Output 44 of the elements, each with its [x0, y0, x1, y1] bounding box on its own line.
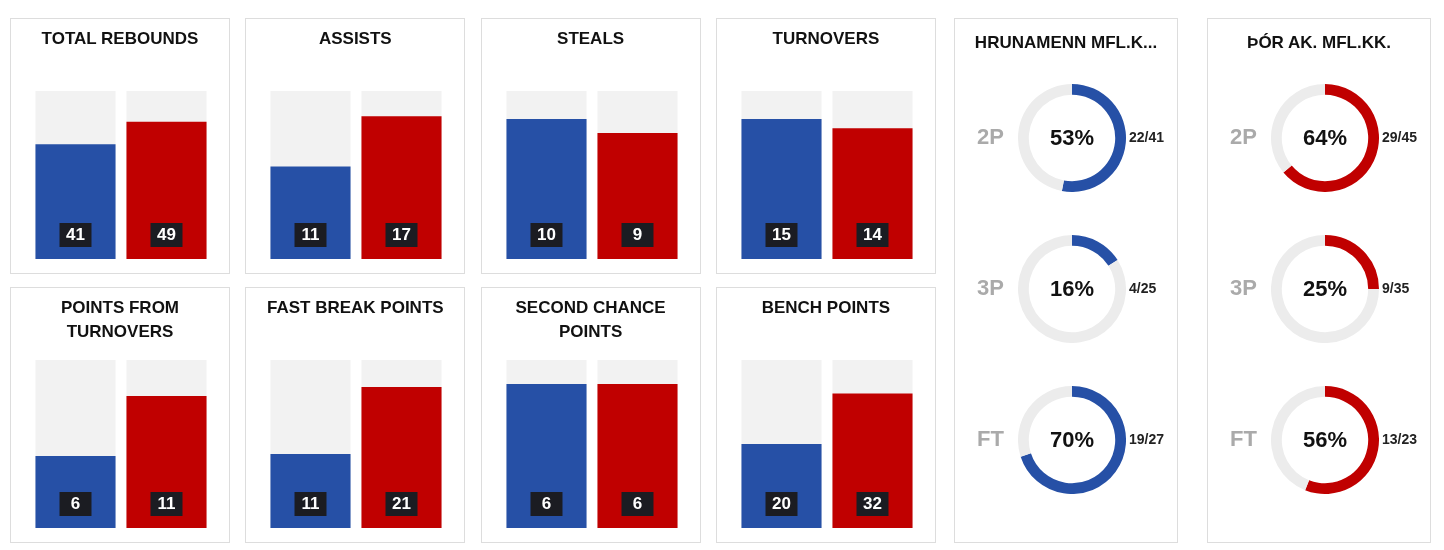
data-label: 25% — [1302, 276, 1348, 302]
text: 3P — [1230, 275, 1257, 301]
data-label: 10 — [536, 224, 556, 244]
text: FT — [977, 426, 1004, 452]
text: 13/23 — [1382, 431, 1418, 447]
text: 4/25 — [1129, 280, 1157, 296]
data-label: 11 — [301, 224, 320, 244]
data-label: 6 — [541, 493, 551, 513]
data-label: 20 — [771, 493, 791, 513]
text: 9/35 — [1382, 280, 1410, 296]
data-label: 17 — [392, 224, 412, 244]
data-label: 11 — [157, 493, 176, 513]
text: 2P — [977, 124, 1004, 150]
text: 22/41 — [1129, 129, 1165, 145]
data-label: 6 — [632, 493, 642, 513]
chart-title: SECOND CHANCE POINTS — [514, 297, 667, 343]
data-label: 21 — [392, 493, 412, 513]
data-label: 64% — [1302, 125, 1348, 151]
data-label: 56% — [1302, 427, 1348, 453]
chart-title: TURNOVERS — [772, 28, 880, 50]
data-label: 11 — [301, 493, 320, 513]
data-label: 32 — [862, 493, 882, 513]
chart-title: FAST BREAK POINTS — [266, 297, 444, 319]
text: 29/45 — [1382, 129, 1418, 145]
data-label: 16% — [1049, 276, 1095, 302]
text: 2P — [1230, 124, 1257, 150]
chart-title: STEALS — [557, 28, 625, 50]
data-label: 53% — [1049, 125, 1095, 151]
chart-title: HRUNAMENN MFL.K... — [973, 32, 1159, 54]
data-label: 14 — [862, 224, 883, 244]
text: 19/27 — [1129, 431, 1165, 447]
chart-title: ÞÓR AK. MFL.KK. — [1246, 32, 1392, 54]
chart-title: POINTS FROM TURNOVERS — [59, 297, 181, 343]
chart-title: TOTAL REBOUNDS — [41, 28, 199, 50]
text: FT — [1230, 426, 1257, 452]
text: 3P — [977, 275, 1004, 301]
chart-title: BENCH POINTS — [761, 297, 891, 319]
data-label: 70% — [1049, 427, 1095, 453]
data-label: 9 — [632, 224, 642, 244]
data-label: 41 — [66, 224, 85, 244]
data-label: 15 — [771, 224, 791, 244]
data-label: 49 — [157, 224, 176, 244]
data-label: 6 — [70, 493, 81, 513]
chart-title: ASSISTS — [318, 28, 392, 50]
